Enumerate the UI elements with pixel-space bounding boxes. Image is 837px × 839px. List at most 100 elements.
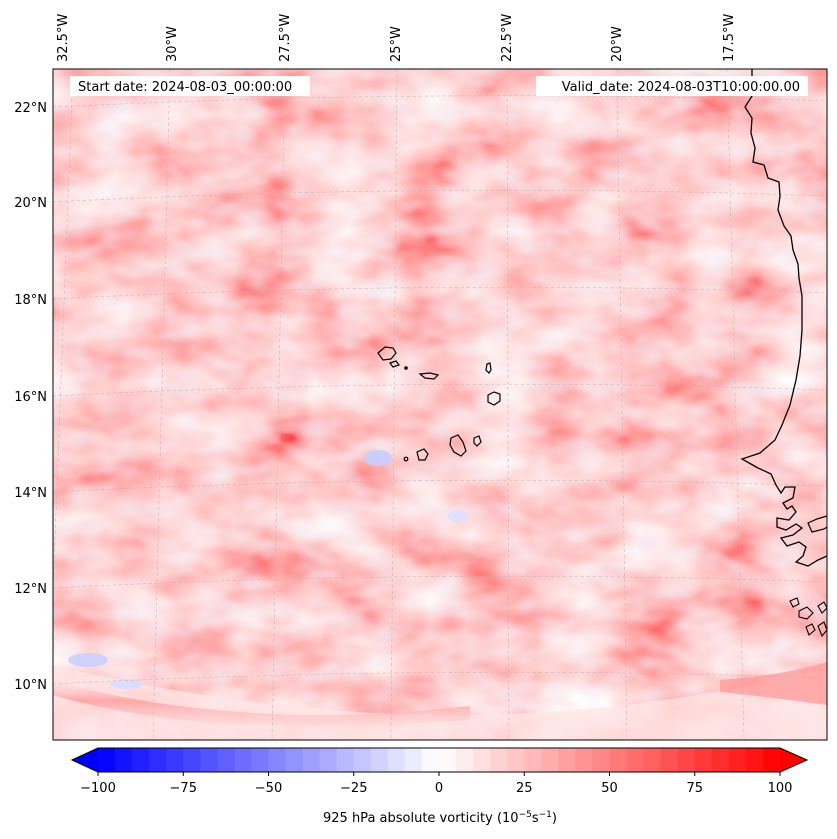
colorbar-cell xyxy=(677,748,696,772)
parallel-22n xyxy=(53,95,827,108)
meridian-17-5w xyxy=(726,69,745,740)
colorbar-label-exponent: −1 xyxy=(539,810,552,820)
colorbar-cell xyxy=(473,748,491,772)
cape-verde-islands xyxy=(377,346,501,462)
colorbar-cell xyxy=(98,748,116,772)
start-date-box xyxy=(70,76,310,96)
colorbar-tick-label: −100 xyxy=(80,781,116,796)
colorbar-tick-label: −75 xyxy=(170,781,197,796)
colorbar-label-exponent: −5 xyxy=(519,810,532,820)
island-bijagos xyxy=(789,597,800,608)
colorbar-cell xyxy=(643,748,662,772)
vorticity-map[interactable] xyxy=(53,69,827,740)
colorbar-cell xyxy=(200,748,218,772)
parallel-12n xyxy=(53,575,827,589)
lon-label: 32.5°W xyxy=(56,14,71,62)
negative-patch xyxy=(448,510,468,522)
colorbar-cell xyxy=(302,748,321,772)
colorbar-cell xyxy=(711,748,730,772)
negative-patch xyxy=(68,653,108,667)
colorbar-label: 925 hPa absolute vorticity (10−5s−1) xyxy=(323,810,557,826)
lon-label: 20°W xyxy=(610,26,625,62)
valid-date-box xyxy=(536,76,808,96)
colorbar-cell xyxy=(251,748,269,772)
parallel-10n xyxy=(53,671,827,685)
colorbar-cell xyxy=(541,748,559,772)
colorbar-cell xyxy=(285,748,303,772)
meridian-27-5w xyxy=(271,69,286,740)
longitude-labels: 32.5°W 30°W 27.5°W 25°W 22.5°W 20°W 17.5… xyxy=(56,14,737,62)
colorbar-cell xyxy=(575,748,593,772)
colorbar-tick-label: 0 xyxy=(435,781,443,796)
map-frame xyxy=(52,68,828,741)
colorbar-cell xyxy=(149,748,167,772)
meridian-22-5w xyxy=(506,69,510,740)
colorbar-cell xyxy=(660,748,679,772)
colorbar-label-main: 925 hPa absolute vorticity (10 xyxy=(323,811,519,826)
lat-label: 12°N xyxy=(14,582,47,597)
island-bijagos xyxy=(805,623,816,636)
colorbar-cell xyxy=(268,748,286,772)
colorbar-cell xyxy=(592,748,610,772)
parallel-20n xyxy=(53,189,827,203)
lat-label: 18°N xyxy=(14,293,47,308)
meridian-20w xyxy=(616,69,628,740)
lon-label: 22.5°W xyxy=(500,14,515,62)
coast-detail-gambia xyxy=(807,515,827,533)
lon-label: 27.5°W xyxy=(278,14,293,62)
colorbar-label-unit: s xyxy=(532,811,539,826)
southern-vorticity-band xyxy=(53,680,470,726)
colorbar-tick-label: 75 xyxy=(686,781,703,796)
island-boa-vista xyxy=(487,391,501,406)
colorbar-cell xyxy=(132,748,150,772)
valid-date-label: Valid_date: 2024-08-03T10:00:00.00 xyxy=(562,80,800,95)
colorbar-label-end: ) xyxy=(552,811,557,826)
island-santo-antao xyxy=(377,346,397,361)
colorbar-cell xyxy=(439,748,457,772)
colorbar-max-extend xyxy=(780,748,807,772)
lon-label: 25°W xyxy=(389,26,404,62)
colorbar-cell xyxy=(166,748,184,772)
colorbar-cell xyxy=(626,748,644,772)
colorbar-cell xyxy=(370,748,389,772)
colorbar-cell xyxy=(387,748,406,772)
colorbar-cell xyxy=(421,748,440,772)
lat-label: 20°N xyxy=(14,196,47,211)
island-santiago xyxy=(449,434,467,457)
colorbar-cell xyxy=(319,748,338,772)
parallel-14n xyxy=(53,479,827,493)
meridian-30w xyxy=(152,69,171,740)
lat-label: 14°N xyxy=(14,486,47,501)
parallel-18n xyxy=(53,286,827,300)
island-maio xyxy=(473,435,482,447)
colorbar-cell xyxy=(217,748,235,772)
colorbar-cell xyxy=(234,748,252,772)
colorbar-cell xyxy=(762,748,781,772)
island-santa-luzia xyxy=(404,366,408,370)
vorticity-negative-patches xyxy=(53,69,827,740)
parallel-16n xyxy=(53,383,827,397)
lon-label: 17.5°W xyxy=(722,14,737,62)
negative-patch xyxy=(364,450,392,466)
colorbar-tick-label: 25 xyxy=(516,781,533,796)
colorbar-min-extend xyxy=(72,748,98,772)
negative-patch xyxy=(110,679,142,689)
island-sao-vicente xyxy=(389,360,400,368)
colorbar-cell xyxy=(694,748,713,772)
lat-label: 10°N xyxy=(14,678,47,693)
african-coastline xyxy=(740,69,827,567)
meridian-25w xyxy=(390,69,398,740)
lat-label: 16°N xyxy=(14,390,47,405)
colorbar-cell xyxy=(745,748,764,772)
colorbar-cell xyxy=(507,748,525,772)
island-bijagos xyxy=(798,606,814,620)
colorbar-cell xyxy=(353,748,372,772)
lon-label: 30°W xyxy=(165,26,180,62)
eastern-vorticity-band xyxy=(720,662,827,705)
colorbar-tick-label: −25 xyxy=(340,781,367,796)
colorbar-cells xyxy=(98,748,781,772)
island-bijagos xyxy=(817,621,827,638)
island-fogo xyxy=(416,448,429,461)
meridian-32-5w xyxy=(53,69,74,591)
colorbar-cell xyxy=(183,748,201,772)
